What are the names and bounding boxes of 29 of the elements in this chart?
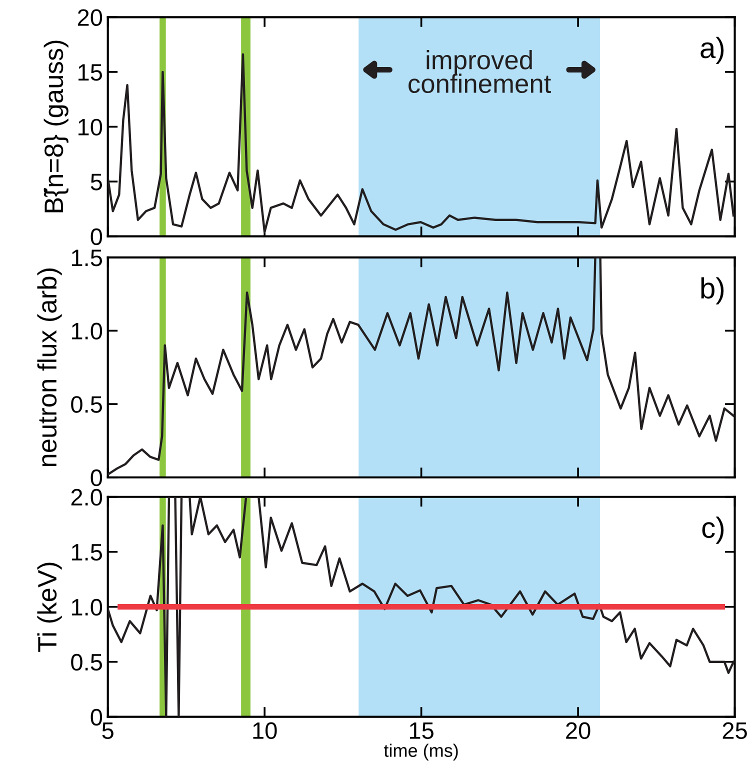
x-tick-label: 15 xyxy=(410,722,434,740)
y-tick-label: 1.5 xyxy=(72,250,102,266)
y-axis-title: B̃{n=8} (gauss) xyxy=(44,40,68,212)
y-tick-label: 1.5 xyxy=(72,544,102,561)
y-tick-label: 0.5 xyxy=(71,396,102,413)
y-tick-label: 0 xyxy=(90,228,102,246)
annotation: b) xyxy=(701,277,724,304)
annotation: c) xyxy=(702,516,724,544)
x-axis-title: time (ms) xyxy=(384,744,458,761)
y-tick-label: 1.0 xyxy=(72,598,102,616)
line-series xyxy=(108,257,735,476)
y-tick-label: 1.0 xyxy=(72,322,102,340)
y-tick-label: 2.0 xyxy=(71,488,102,506)
y-tick-label: 10 xyxy=(78,118,102,136)
band-label: improved confinement xyxy=(408,50,551,94)
y-tick-label: 0 xyxy=(90,469,102,486)
x-tick-label: 25 xyxy=(722,722,747,740)
y-tick-label: 0 xyxy=(90,708,102,726)
x-tick-label: 20 xyxy=(566,722,590,740)
line-series xyxy=(108,496,735,717)
y-tick-label: 15 xyxy=(78,64,102,81)
x-tick-label: 5 xyxy=(102,722,114,740)
y-tick-label: 0.5 xyxy=(71,654,102,671)
annotation: a) xyxy=(700,36,724,64)
x-tick-label: 10 xyxy=(253,722,277,740)
y-tick-label: 5 xyxy=(90,174,102,190)
y-tick-label: 20 xyxy=(78,9,102,26)
y-axis-title: neutron flux (arb) xyxy=(37,268,62,466)
y-axis-title: Ti (keV) xyxy=(37,562,62,652)
